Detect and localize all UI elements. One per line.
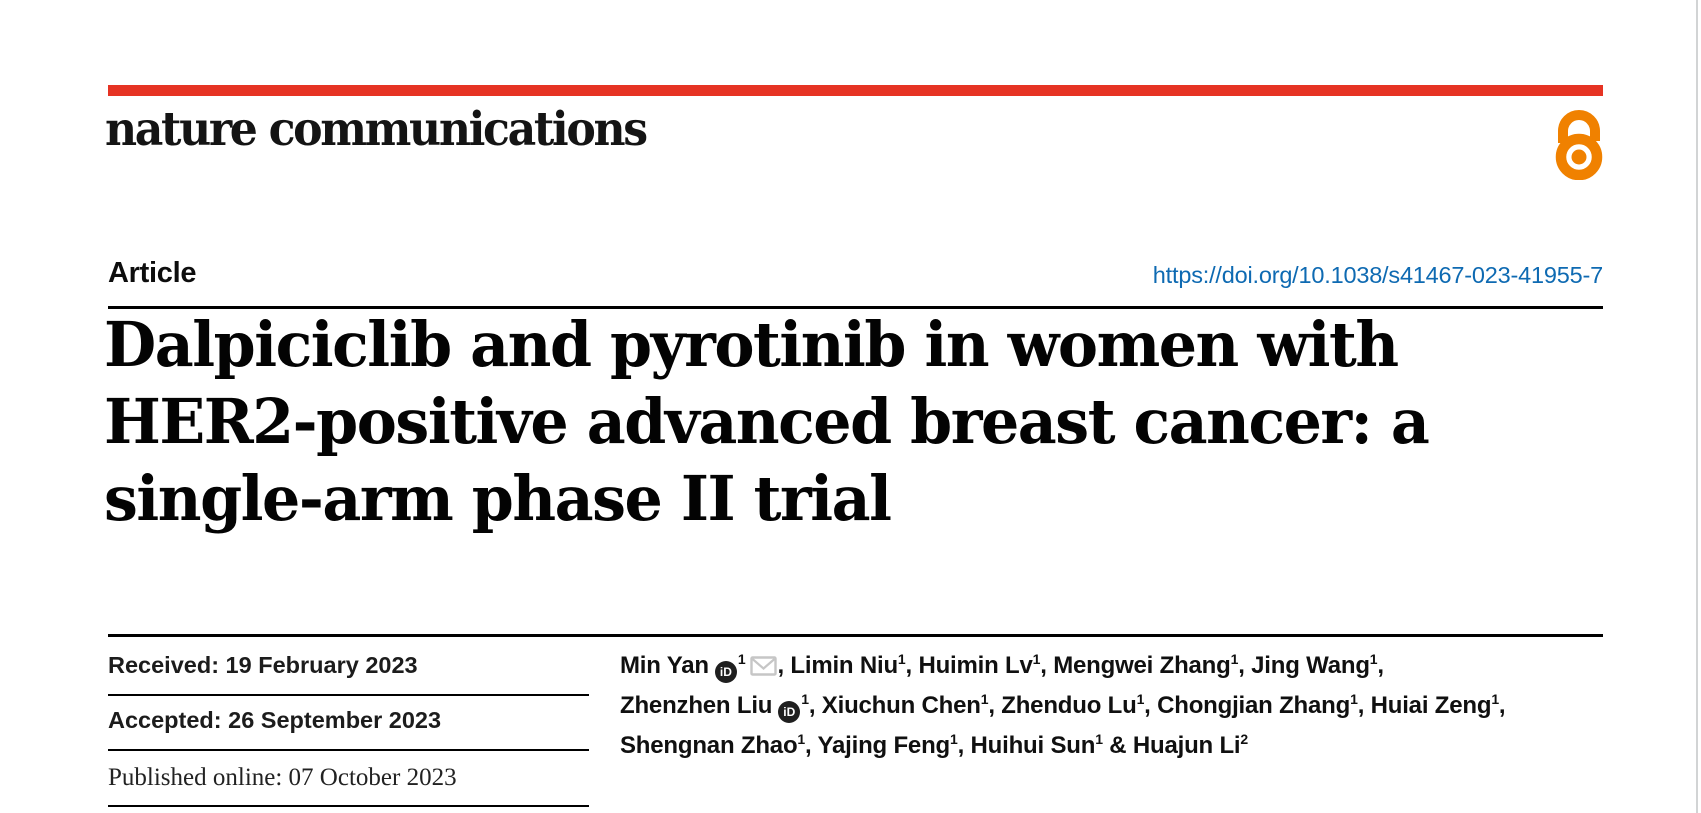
author-name: Huiai Zeng [1370, 692, 1492, 719]
author-separator: , [1357, 692, 1371, 719]
author-separator: , [905, 652, 919, 679]
received-date: Received: 19 February 2023 [108, 652, 418, 678]
author-affiliation-superscript: 2 [1240, 731, 1248, 747]
page-edge-line [1696, 0, 1698, 813]
author-name: Mengwei Zhang [1053, 652, 1231, 679]
email-envelope-icon[interactable] [750, 656, 778, 676]
author-affiliation-superscript: 1 [1230, 651, 1239, 667]
author-affiliation-superscript: 1 [950, 731, 958, 747]
orcid-icon[interactable]: iD [714, 661, 737, 683]
author-affiliation-superscript: 1 [737, 651, 746, 667]
author-affiliation-superscript: 1 [980, 691, 989, 707]
author-line: Zhenzhen Liu iD1, Xiuchun Chen1, Zhenduo … [620, 687, 1610, 727]
author-separator: , [1040, 652, 1054, 679]
author-affiliation-superscript: 1 [1136, 691, 1145, 707]
author-separator: , [1498, 692, 1506, 719]
author-affiliation-superscript: 1 [1350, 691, 1358, 707]
author-name: Zhenduo Lu [1001, 692, 1137, 719]
published-date: Published online: 07 October 2023 [108, 764, 457, 791]
masthead-red-bar [108, 85, 1603, 96]
author-affiliation-superscript: 1 [1095, 731, 1103, 747]
author-separator: , [1144, 692, 1158, 719]
doi-link[interactable]: https://doi.org/10.1038/s41467-023-41955… [1152, 262, 1603, 288]
author-name: Min Yan [620, 652, 709, 679]
author-separator: , [805, 732, 818, 759]
author-affiliation-superscript: 1 [1491, 691, 1499, 707]
author-name: Limin Niu [790, 652, 898, 679]
author-affiliation-superscript: 1 [801, 691, 809, 707]
author-name: Zhenzhen Liu [620, 692, 773, 719]
author-separator: , [808, 692, 822, 719]
author-affiliation-superscript: 1 [1032, 651, 1041, 667]
header-rule [108, 306, 1603, 309]
author-separator: , [1377, 652, 1384, 679]
author-affiliation-superscript: 1 [1369, 651, 1378, 667]
author-name: Xiuchun Chen [821, 692, 981, 719]
author-name: Huihui Sun [970, 732, 1096, 759]
author-name: Jing Wang [1251, 652, 1370, 679]
author-affiliation-superscript: 1 [897, 651, 906, 667]
author-name: Yajing Feng [817, 732, 951, 759]
author-separator: , [1238, 652, 1252, 679]
date-divider-rule [108, 694, 589, 696]
date-divider-rule [108, 749, 589, 751]
paper-title-line-1: Dalpiciclib and pyrotinib in women with [104, 308, 1399, 381]
paper-title: Dalpiciclib and pyrotinib in women with … [104, 306, 1520, 537]
author-name: Huajun Li [1132, 732, 1241, 759]
paper-title-line-3: single-arm phase II trial [104, 462, 892, 535]
author-lines: Min Yan iD1, Limin Niu1, Huimin Lv1, Meng… [620, 647, 1610, 767]
author-separator: , [988, 692, 1002, 719]
author-separator: , [777, 652, 791, 679]
date-divider-rule [108, 805, 589, 807]
orcid-icon[interactable]: iD [778, 701, 801, 723]
open-access-icon [1555, 110, 1603, 180]
author-name: Shengnan Zhao [620, 732, 798, 759]
author-name: Chongjian Zhang [1157, 692, 1351, 719]
article-type-label: Article [108, 257, 197, 289]
author-affiliation-superscript: 1 [797, 731, 805, 747]
author-name: Huimin Lv [918, 652, 1033, 679]
author-line: Min Yan iD1, Limin Niu1, Huimin Lv1, Meng… [620, 647, 1610, 687]
title-bottom-rule [108, 634, 1603, 637]
author-separator: , [957, 732, 971, 759]
accepted-date: Accepted: 26 September 2023 [108, 707, 442, 733]
author-separator: & [1102, 732, 1133, 759]
author-line: Shengnan Zhao1, Yajing Feng1, Huihui Sun… [620, 727, 1610, 767]
journal-logo: nature communications [105, 102, 648, 157]
paper-title-line-2: HER2-positive advanced breast cancer: a [104, 385, 1430, 458]
